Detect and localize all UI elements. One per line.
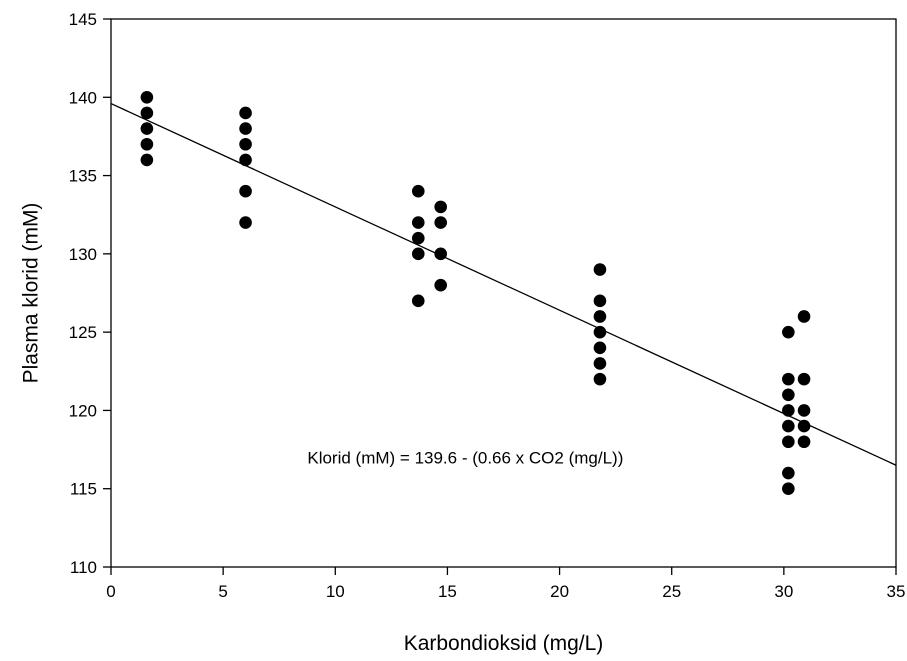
x-tick-label: 10 (326, 582, 345, 601)
data-point (140, 90, 154, 104)
plot-frame (110, 18, 897, 568)
data-point (797, 404, 811, 417)
data-point (782, 325, 795, 339)
data-point (140, 122, 154, 135)
x-tick-label: 0 (106, 582, 115, 601)
plot-area: 0 5 10 15 20 25 30 35 110 115 120 125 130 135 140 145 (69, 10, 906, 601)
y-tick-label: 140 (69, 88, 97, 107)
data-point (593, 263, 607, 276)
data-point (239, 184, 252, 198)
data-point (593, 310, 607, 323)
x-tick-label: 5 (218, 582, 227, 601)
data-point (434, 200, 448, 214)
data-point (593, 294, 607, 308)
data-point (411, 216, 425, 229)
data-point (782, 388, 795, 402)
data-point (239, 137, 252, 151)
x-tick-label: 20 (550, 582, 569, 601)
data-point (797, 372, 811, 386)
data-point (239, 153, 252, 167)
data-point (411, 184, 425, 198)
regression-line (110, 102, 897, 466)
data-point (593, 372, 607, 386)
data-point (782, 466, 795, 480)
y-tick-label: 120 (69, 401, 97, 420)
x-tick-label: 35 (887, 582, 906, 601)
x-tick-label: 15 (438, 582, 457, 601)
x-axis-title: Karbondioksid (mg/L) (404, 632, 604, 655)
x-tick-label: 25 (662, 582, 681, 601)
data-point (239, 122, 252, 135)
data-point (782, 435, 795, 449)
data-point (593, 357, 607, 370)
y-tick-label: 110 (70, 558, 97, 577)
data-point (140, 137, 154, 151)
y-axis-title: Plasma klorid (mM) (19, 203, 42, 384)
data-point (782, 419, 795, 433)
y-tick-label: 145 (69, 10, 97, 29)
data-point (411, 231, 425, 245)
regression-equation: Klorid (mM) = 139.6 - (0.66 x CO2 (mg/L)… (307, 448, 623, 467)
data-point (782, 404, 795, 417)
data-point (797, 435, 811, 449)
data-point (782, 482, 795, 496)
y-tick-label: 125 (69, 323, 97, 342)
y-tick-label: 130 (69, 245, 97, 264)
data-point (434, 216, 448, 229)
y-tick-label: 115 (70, 480, 97, 499)
data-point (411, 247, 425, 261)
x-tick-label: 30 (774, 582, 793, 601)
data-point (140, 153, 154, 167)
data-point (593, 325, 607, 339)
data-point (797, 419, 811, 433)
data-point (434, 247, 448, 261)
data-point (797, 310, 811, 323)
data-point (782, 372, 795, 386)
y-tick-label: 135 (69, 167, 97, 186)
data-point (239, 106, 252, 120)
data-point (434, 278, 448, 292)
data-point (140, 106, 154, 120)
data-point (411, 294, 425, 308)
data-point (593, 341, 607, 355)
data-point (239, 216, 252, 229)
